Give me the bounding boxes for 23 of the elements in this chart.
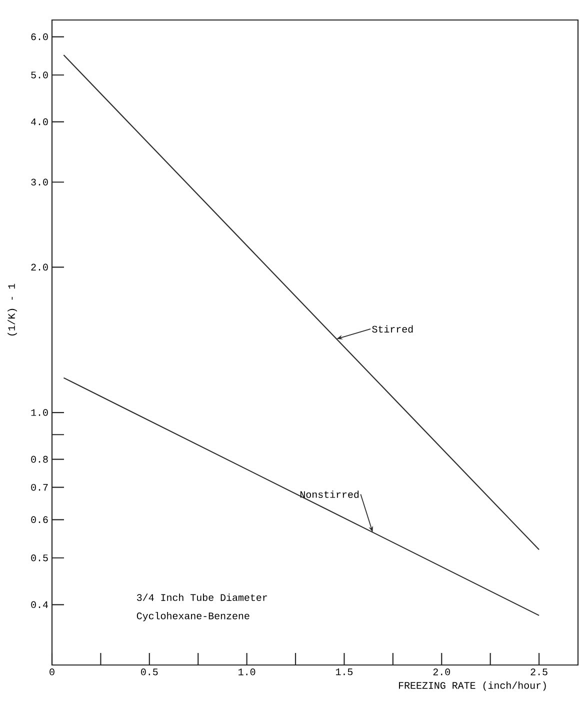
x-tick-label: 1.5 xyxy=(336,668,353,676)
x-tick-label: 2.0 xyxy=(433,668,450,676)
x-tick-label: 1.0 xyxy=(238,668,256,676)
y-tick-label: 0.7 xyxy=(31,484,48,491)
x-tick-label: 0 xyxy=(50,668,54,676)
y-axis-title: (1/K) - 1 xyxy=(8,284,17,336)
y-tick-label: 1.0 xyxy=(31,409,48,416)
y-tick-label: 5.0 xyxy=(31,72,48,78)
legend-label: Stirred xyxy=(372,325,413,333)
y-tick-label: 0.6 xyxy=(31,516,48,524)
x-axis-title: FREEZING RATE (inch/hour) xyxy=(399,682,546,691)
y-tick-label: 4.0 xyxy=(31,118,48,126)
y-tick-label: 2.0 xyxy=(31,264,48,271)
x-tick-label: 0.5 xyxy=(141,668,158,676)
y-tick-label: 0.8 xyxy=(31,456,48,463)
series-label: Nonstirred xyxy=(300,490,359,498)
x-tick-label: 2.5 xyxy=(530,668,548,676)
annotation: 3/4 Inch Tube Diameter xyxy=(136,594,267,601)
y-tick-label: 3.0 xyxy=(31,178,48,186)
y-tick-label: 6.0 xyxy=(31,33,48,40)
y-tick-label: 0.5 xyxy=(31,554,48,562)
y-tick-label: 0.4 xyxy=(31,601,48,608)
annotation: Cyclohexane-Benzene xyxy=(136,612,250,622)
